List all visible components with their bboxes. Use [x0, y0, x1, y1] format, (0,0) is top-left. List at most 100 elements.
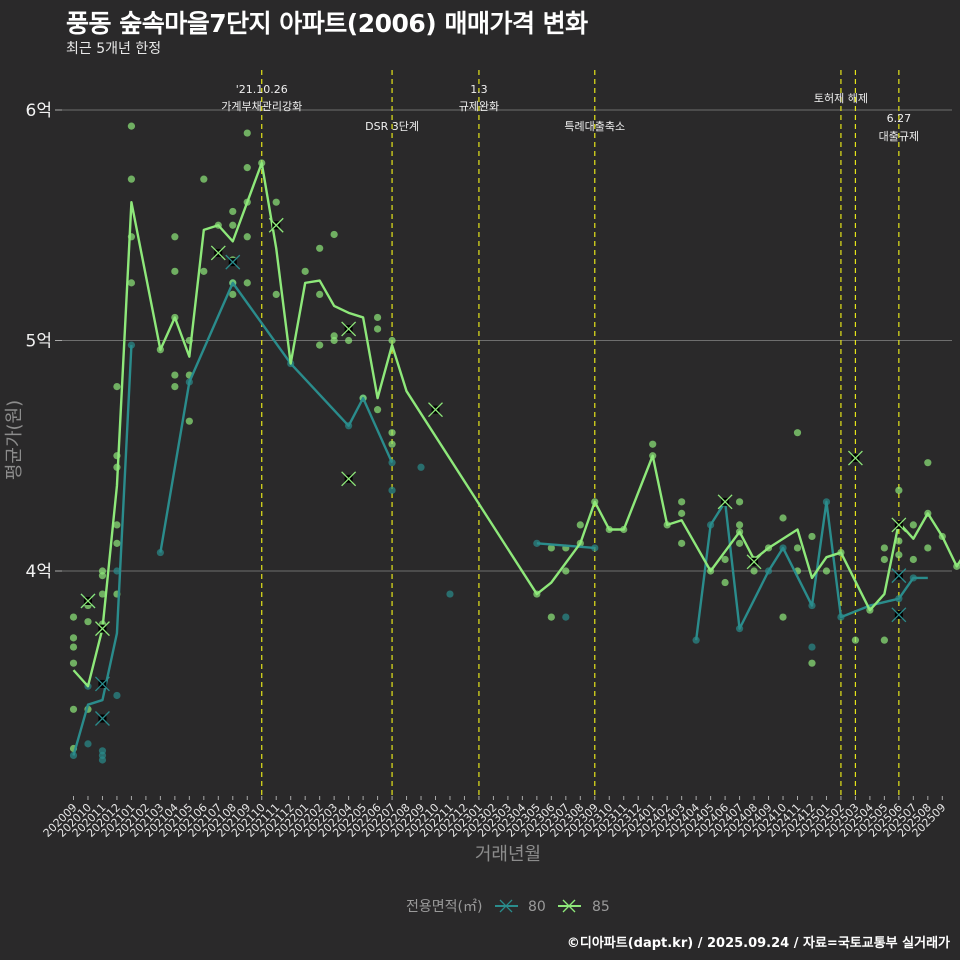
data-point-85: [735, 521, 744, 529]
cross-marker-85: [746, 554, 762, 570]
data-point-85: [243, 129, 251, 137]
legend-item-85: 85: [558, 899, 610, 915]
data-point-85: [895, 537, 903, 545]
cross-marker-80: [891, 568, 907, 584]
chart-title: 풍동 숲속마을7단지 아파트(2006) 매매가격 변화: [66, 9, 588, 38]
data-point-85: [373, 325, 382, 333]
event-label-top: '21.10.26: [236, 83, 288, 96]
cross-marker-85: [80, 593, 96, 609]
data-point-85: [316, 341, 324, 349]
data-point-85: [127, 122, 136, 130]
cross-marker-85: [428, 402, 443, 418]
data-point-85: [880, 555, 888, 564]
data-point-85: [576, 521, 584, 529]
x-axis: 2020092020102020112020122021012021022021…: [41, 796, 948, 840]
series-line-85: [72, 161, 960, 688]
plot-area: [69, 122, 960, 764]
data-point-85: [779, 514, 787, 522]
data-point-85: [373, 313, 382, 322]
data-point-85: [735, 498, 744, 506]
legend-label-85: 85: [592, 899, 610, 915]
data-point-85: [171, 383, 179, 391]
data-point-85: [678, 498, 686, 506]
cross-marker-85: [717, 494, 733, 510]
data-point-85: [721, 578, 729, 587]
x-axis-title: 거래년월: [475, 844, 541, 865]
y-tick-label: 4억: [26, 562, 52, 582]
data-point-85: [909, 555, 917, 564]
data-point-85: [127, 279, 136, 287]
data-point-80: [113, 567, 121, 575]
data-point-85: [750, 567, 758, 575]
data-point-85: [127, 175, 136, 183]
data-point-85: [69, 659, 78, 667]
data-point-80: [156, 548, 164, 557]
data-point-85: [171, 267, 179, 275]
y-axis-title: 평균가(원): [4, 400, 25, 480]
data-point-85: [678, 509, 686, 517]
legend-label-80: 80: [528, 899, 546, 915]
cross-marker-85: [341, 471, 357, 487]
series-line-80: [536, 542, 595, 550]
data-point-85: [388, 440, 396, 448]
data-point-85: [851, 636, 860, 644]
data-point-85: [735, 539, 744, 547]
legend: 전용면적(㎡) 80 85: [406, 899, 610, 915]
chart-subtitle: 최근 5개년 한정: [66, 41, 162, 57]
data-point-85: [316, 290, 324, 298]
data-point-85: [388, 429, 396, 437]
data-point-85: [316, 244, 324, 252]
data-point-85: [547, 613, 555, 621]
data-point-85: [373, 406, 382, 414]
data-point-85: [171, 233, 179, 241]
data-point-85: [330, 332, 338, 340]
cross-marker-80: [225, 254, 241, 270]
data-point-85: [200, 267, 208, 275]
data-point-85: [793, 429, 802, 437]
event-label-bottom: 가계부채관리강화: [221, 100, 302, 113]
event-label-top: 6.27: [887, 112, 912, 125]
cross-marker-80: [891, 607, 907, 623]
data-point-85: [301, 267, 309, 275]
data-point-85: [895, 551, 903, 559]
data-point-80: [98, 756, 107, 764]
data-point-85: [822, 567, 831, 575]
data-point-85: [909, 521, 917, 529]
data-point-85: [547, 544, 555, 552]
data-point-85: [243, 164, 251, 172]
data-point-85: [345, 336, 353, 345]
data-point-85: [793, 544, 802, 552]
legend-item-80: 80: [495, 899, 546, 915]
data-point-85: [880, 636, 888, 644]
cross-marker-85: [210, 245, 226, 261]
y-tick-label: 6억: [26, 101, 52, 121]
data-point-85: [880, 544, 888, 552]
data-point-85: [69, 634, 78, 642]
event-label-bottom: 특례대출축소: [564, 120, 625, 133]
data-point-85: [330, 230, 338, 239]
cross-marker-85: [268, 217, 284, 233]
data-point-80: [388, 486, 396, 494]
source-footer: ©디아파트(dapt.kr) / 2025.09.24 / 자료=국토교통부 실…: [566, 936, 950, 951]
data-point-85: [84, 618, 92, 626]
data-point-80: [446, 590, 454, 598]
data-point-85: [113, 383, 121, 391]
cross-marker-85: [847, 450, 863, 466]
data-point-85: [69, 705, 78, 713]
event-label-bottom: 대출규제: [879, 130, 919, 143]
series-line-80: [159, 281, 394, 553]
data-point-85: [113, 539, 121, 547]
data-point-85: [895, 486, 903, 494]
data-point-85: [200, 175, 208, 183]
event-label-top: 토허제 해제: [814, 91, 868, 105]
data-point-85: [924, 459, 932, 467]
data-point-85: [185, 417, 193, 425]
cross-marker-85: [891, 517, 907, 533]
data-point-85: [924, 544, 932, 552]
data-point-85: [808, 532, 816, 541]
data-point-85: [779, 613, 787, 621]
data-point-80: [113, 691, 121, 700]
event-label-bottom: DSR 3단계: [365, 120, 419, 133]
data-point-80: [417, 463, 425, 471]
